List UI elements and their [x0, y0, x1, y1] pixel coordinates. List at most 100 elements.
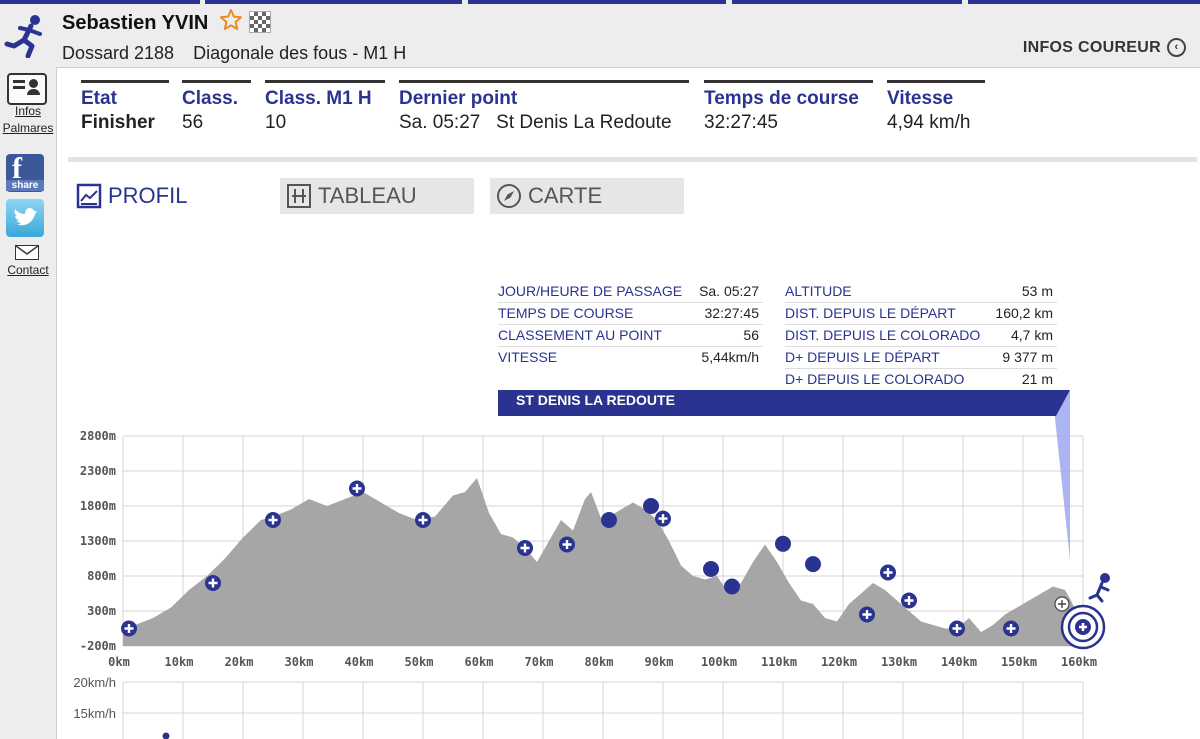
runner-icon: [4, 15, 42, 58]
x-tick-label: 80km: [585, 655, 614, 669]
info-key: ALTITUDE: [785, 283, 852, 299]
stat-value: 56: [182, 112, 204, 133]
tab-carte[interactable]: CARTE: [490, 178, 684, 214]
top-stripe: [0, 0, 200, 4]
bib-number: Dossard 2188: [62, 43, 175, 63]
x-tick-label: 120km: [821, 655, 857, 669]
speed-point: [162, 732, 170, 739]
checkpoint-marker[interactable]: [655, 510, 671, 527]
checkpoint-marker[interactable]: [724, 578, 740, 595]
facebook-share-button[interactable]: f share: [6, 152, 44, 192]
x-tick-label: 10km: [165, 655, 194, 669]
checkpoint-marker[interactable]: [559, 536, 575, 553]
info-row: ALTITUDE 53 m: [785, 280, 1057, 303]
checkpoint-marker[interactable]: [349, 480, 365, 497]
checkpoint-marker[interactable]: [880, 564, 896, 581]
stat-bar: [399, 80, 689, 83]
tab-label: TABLEAU: [318, 183, 417, 208]
checkpoint-marker[interactable]: [517, 540, 533, 556]
checkpoint-marker[interactable]: [205, 575, 221, 591]
plus-icon: [658, 514, 668, 524]
plus-icon: [904, 596, 914, 605]
checkpoint-marker[interactable]: [415, 512, 431, 528]
back-arrow-icon: ‹: [1167, 38, 1186, 57]
info-value: 21 m: [1021, 371, 1053, 387]
sidebar-palmares-link[interactable]: Palmares: [2, 121, 54, 135]
info-value: 32:27:45: [704, 305, 760, 321]
y-tick-label: 1800m: [80, 499, 116, 513]
checkpoint-marker[interactable]: [1054, 596, 1070, 612]
stat-value: Finisher: [81, 112, 155, 133]
checkpoint-marker[interactable]: [949, 620, 965, 637]
y-tick-label: 2300m: [80, 464, 116, 478]
current-position-marker[interactable]: [1060, 604, 1106, 650]
stat-label: Etat: [81, 88, 117, 109]
section-divider: [68, 157, 1197, 162]
infos-coureur-button[interactable]: INFOS COUREUR ‹: [1023, 38, 1186, 57]
x-tick-label: 110km: [761, 655, 797, 669]
stat-label: Class. M1 H: [265, 88, 372, 109]
id-card-icon[interactable]: [7, 73, 47, 105]
facebook-icon: f: [12, 152, 22, 185]
info-key: D+ DEPUIS LE COLORADO: [785, 371, 965, 387]
stat-etat: Etat Finisher: [81, 80, 169, 134]
stat-label: Temps de course: [704, 88, 859, 109]
checkpoint-marker[interactable]: [1003, 620, 1019, 637]
plus-icon: [1006, 624, 1016, 633]
mail-icon[interactable]: [15, 245, 39, 260]
compass-icon: [497, 184, 521, 208]
checkpoint-marker[interactable]: [703, 561, 719, 577]
sidebar-contact-link[interactable]: Contact: [7, 263, 49, 277]
checkpoint-marker[interactable]: [805, 556, 821, 573]
x-tick-label: 70km: [525, 655, 554, 669]
info-row: JOUR/HEURE DE PASSAGE Sa. 05:27: [498, 280, 763, 303]
plus-icon: [520, 543, 530, 553]
elevation-area: [123, 478, 1085, 646]
runner-header: Sebastien YVIN Dossard 2188 Diagonale de…: [0, 0, 1200, 68]
checkpoint-marker[interactable]: [859, 606, 875, 623]
tab-tableau[interactable]: TABLEAU: [280, 178, 474, 214]
speed-y-tick-label: 15km/h: [73, 706, 116, 721]
plus-icon: [562, 540, 572, 549]
checkpoint-marker[interactable]: [775, 535, 791, 552]
info-key: VITESSE: [498, 349, 558, 365]
checkpoint-marker[interactable]: [265, 512, 281, 528]
x-tick-label: 40km: [345, 655, 374, 669]
checkpoint-marker[interactable]: [121, 620, 137, 637]
stat-dernier-point: Dernier point Sa. 05:27 St Denis La Redo…: [399, 80, 689, 134]
x-tick-label: 130km: [881, 655, 917, 669]
x-tick-label: 150km: [1001, 655, 1037, 669]
stat-bar: [265, 80, 385, 83]
twitter-bird-icon: [14, 207, 37, 226]
current-point-pointer: [1052, 390, 1070, 560]
info-value: 5,44km/h: [701, 349, 759, 365]
twitter-button[interactable]: [6, 199, 44, 237]
checkpoint-dot: [805, 556, 821, 573]
top-stripe: [968, 0, 1200, 4]
info-value: 56: [743, 327, 759, 343]
favorite-star-icon[interactable]: [219, 8, 243, 32]
plus-icon: [862, 610, 872, 619]
finish-flag-icon[interactable]: [249, 11, 271, 33]
info-row: D+ DEPUIS LE DÉPART 9 377 m: [785, 346, 1057, 369]
checkpoint-marker[interactable]: [901, 592, 917, 609]
y-tick-label: 2800m: [80, 429, 116, 443]
stat-bar: [81, 80, 169, 83]
checkpoint-marker[interactable]: [601, 512, 617, 528]
checkpoint-marker[interactable]: [643, 498, 659, 514]
info-row: D+ DEPUIS LE COLORADO 21 m: [785, 368, 1057, 390]
tab-profil[interactable]: PROFIL: [76, 178, 266, 214]
tab-label: PROFIL: [108, 183, 188, 208]
info-value: 4,7 km: [1010, 327, 1053, 343]
info-key: JOUR/HEURE DE PASSAGE: [498, 283, 683, 299]
checkpoint-dot: [724, 578, 740, 595]
sidebar: Infos Palmares f share Contact: [0, 67, 57, 739]
stat-label: Dernier point: [399, 88, 518, 109]
sidebar-infos-link[interactable]: Infos: [14, 104, 41, 118]
checkpoint-dot: [703, 561, 719, 577]
tab-label: CARTE: [528, 183, 603, 208]
speed-y-tick-label: 10km/h: [73, 737, 116, 739]
checkpoint-name: ST DENIS LA REDOUTE: [516, 392, 675, 408]
y-tick-label: 800m: [87, 569, 116, 583]
